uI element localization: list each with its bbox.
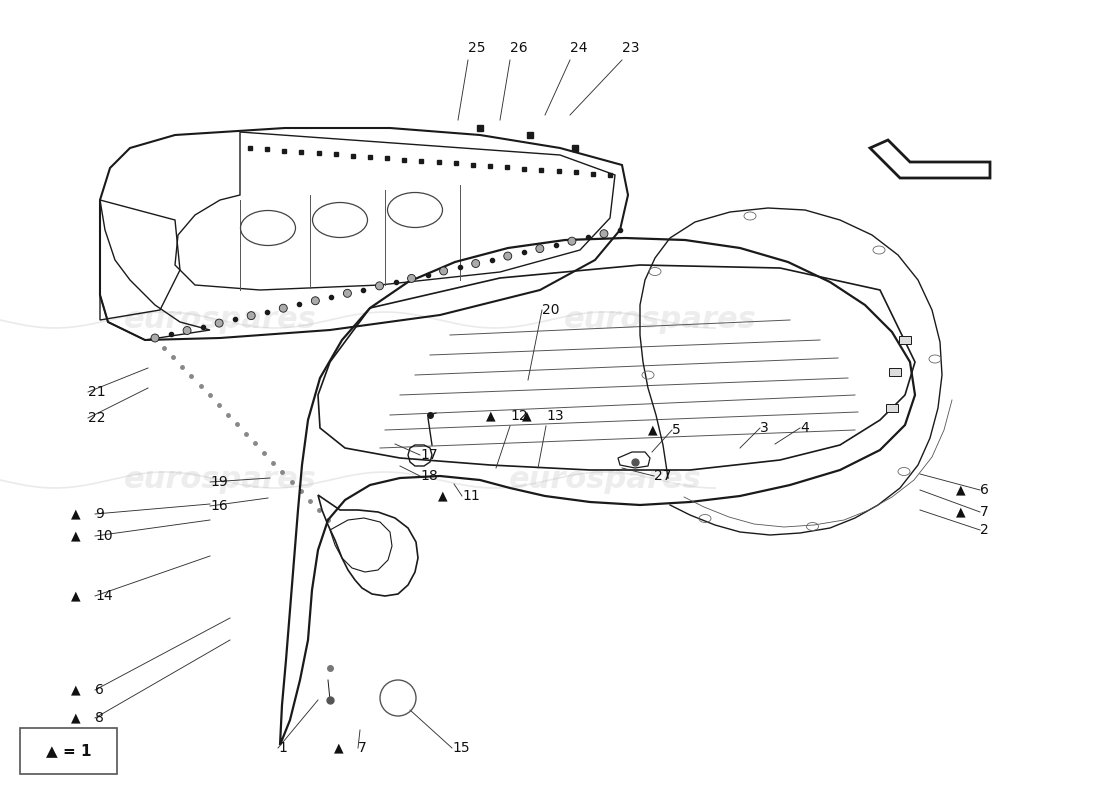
Circle shape [600,230,608,238]
Text: eurospares: eurospares [508,466,702,494]
Text: 5: 5 [672,423,681,437]
Text: 13: 13 [546,409,563,423]
Text: 14: 14 [95,589,112,603]
Text: 15: 15 [452,741,470,755]
Text: eurospares: eurospares [123,466,317,494]
Bar [899,336,911,344]
Text: ▲: ▲ [72,711,81,725]
Circle shape [568,237,576,245]
Text: ▲ = 1: ▲ = 1 [46,743,91,758]
Text: 12: 12 [510,409,528,423]
Text: 9: 9 [95,507,103,521]
Text: 7: 7 [358,741,366,755]
Text: 27: 27 [654,469,671,483]
Text: 22: 22 [88,411,106,425]
Text: 1: 1 [278,741,287,755]
Text: 6: 6 [95,683,103,697]
Text: eurospares: eurospares [123,306,317,334]
Text: ▲: ▲ [648,423,658,437]
Circle shape [375,282,384,290]
Text: 19: 19 [210,475,228,489]
Text: 17: 17 [420,448,438,462]
Text: ▲: ▲ [334,742,344,754]
Circle shape [311,297,319,305]
Text: 7: 7 [980,505,989,519]
Text: ▲: ▲ [72,530,81,542]
Polygon shape [870,140,990,178]
Circle shape [440,267,448,275]
Circle shape [183,326,191,334]
Text: ▲: ▲ [72,683,81,697]
Text: ▲: ▲ [439,490,448,502]
Bar [889,368,901,376]
Text: 2: 2 [980,523,989,537]
Text: ▲: ▲ [956,483,966,497]
Bar [886,404,898,412]
Text: ▲: ▲ [522,410,532,422]
Circle shape [408,274,416,282]
Text: 24: 24 [570,41,587,55]
Circle shape [536,245,543,253]
Circle shape [343,290,351,298]
Text: ▲: ▲ [486,410,496,422]
Circle shape [248,312,255,320]
Text: 11: 11 [462,489,480,503]
Circle shape [472,259,480,267]
Circle shape [216,319,223,327]
Text: 20: 20 [542,303,560,317]
Text: 10: 10 [95,529,112,543]
Circle shape [279,304,287,312]
Text: 8: 8 [95,711,103,725]
Text: 23: 23 [621,41,639,55]
Text: 18: 18 [420,469,438,483]
Text: 25: 25 [468,41,485,55]
Text: ▲: ▲ [72,590,81,602]
Text: 3: 3 [760,421,769,435]
Text: 6: 6 [980,483,989,497]
Text: 4: 4 [800,421,808,435]
Circle shape [504,252,512,260]
Text: ▲: ▲ [72,507,81,521]
Text: 21: 21 [88,385,106,399]
Circle shape [151,334,160,342]
Text: eurospares: eurospares [563,306,757,334]
Text: ▲: ▲ [956,506,966,518]
Text: 26: 26 [510,41,528,55]
Text: 16: 16 [210,499,228,513]
